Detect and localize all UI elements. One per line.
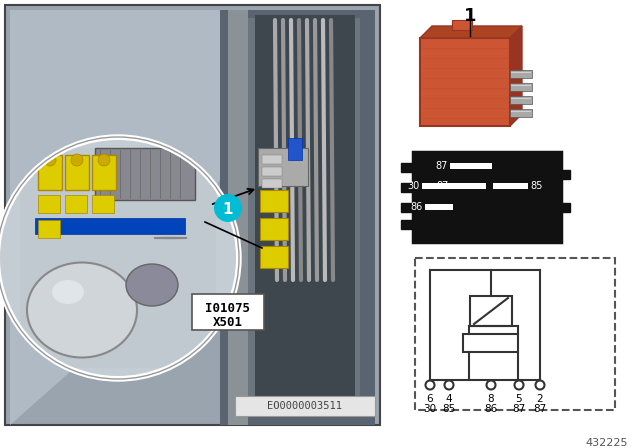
Bar xyxy=(452,20,472,30)
Bar xyxy=(401,163,415,172)
Bar xyxy=(510,96,532,104)
Text: X501: X501 xyxy=(213,316,243,329)
Bar xyxy=(463,334,518,352)
Text: 87: 87 xyxy=(533,404,547,414)
Bar xyxy=(510,109,532,117)
Text: 85: 85 xyxy=(442,404,456,414)
Text: 8: 8 xyxy=(488,394,494,404)
Circle shape xyxy=(486,380,495,389)
Polygon shape xyxy=(510,26,522,126)
Bar xyxy=(20,148,216,368)
Ellipse shape xyxy=(126,264,178,306)
Bar xyxy=(413,152,561,242)
Bar xyxy=(288,138,302,160)
Circle shape xyxy=(0,135,241,381)
Bar xyxy=(450,163,492,169)
Bar xyxy=(401,183,415,192)
Circle shape xyxy=(44,154,56,166)
Text: 87: 87 xyxy=(436,161,448,171)
Bar xyxy=(262,167,282,176)
Text: I01075: I01075 xyxy=(205,302,250,314)
Bar xyxy=(493,183,528,189)
Bar xyxy=(38,155,62,190)
Bar xyxy=(260,190,288,212)
Bar xyxy=(65,155,89,190)
Text: 432225: 432225 xyxy=(586,438,628,448)
Bar xyxy=(262,155,282,164)
Text: 86: 86 xyxy=(484,404,498,414)
Text: 30: 30 xyxy=(424,404,436,414)
Bar xyxy=(385,0,640,448)
Text: 85: 85 xyxy=(530,181,542,191)
Circle shape xyxy=(515,380,524,389)
Bar xyxy=(235,396,375,416)
Text: 1: 1 xyxy=(223,202,233,216)
Ellipse shape xyxy=(52,280,84,304)
Bar xyxy=(92,155,116,190)
Bar xyxy=(262,179,282,188)
Bar xyxy=(401,203,415,212)
Text: 87: 87 xyxy=(436,181,449,191)
Text: EO0000003511: EO0000003511 xyxy=(268,401,342,411)
Bar xyxy=(450,183,486,189)
Polygon shape xyxy=(420,26,522,38)
Text: 87: 87 xyxy=(513,404,525,414)
Circle shape xyxy=(71,154,83,166)
Circle shape xyxy=(426,380,435,389)
Bar xyxy=(258,148,308,186)
Circle shape xyxy=(0,140,236,376)
Text: 1: 1 xyxy=(464,7,476,25)
Ellipse shape xyxy=(27,263,137,358)
Bar xyxy=(415,258,615,410)
Text: 5: 5 xyxy=(516,394,522,404)
Bar xyxy=(260,218,288,240)
Bar xyxy=(5,5,380,425)
Bar xyxy=(510,70,532,78)
Polygon shape xyxy=(10,10,220,425)
Circle shape xyxy=(214,194,242,222)
Bar xyxy=(230,18,360,408)
Bar xyxy=(92,195,114,213)
Text: 6: 6 xyxy=(427,394,433,404)
Bar xyxy=(425,204,453,210)
Bar xyxy=(510,83,532,91)
Bar xyxy=(228,10,248,425)
Bar xyxy=(38,220,60,238)
Bar xyxy=(95,148,195,200)
Bar xyxy=(65,195,87,213)
Circle shape xyxy=(98,154,110,166)
Bar xyxy=(35,218,185,234)
Circle shape xyxy=(445,380,454,389)
Text: 30: 30 xyxy=(408,181,420,191)
Bar xyxy=(255,15,355,410)
Bar xyxy=(260,246,288,268)
Bar xyxy=(559,170,570,179)
Text: 86: 86 xyxy=(411,202,423,212)
Bar xyxy=(422,183,452,189)
Text: 4: 4 xyxy=(445,394,452,404)
Bar xyxy=(420,38,510,126)
Bar xyxy=(559,203,570,212)
Circle shape xyxy=(536,380,545,389)
Bar xyxy=(38,195,60,213)
Bar xyxy=(401,220,415,229)
Text: 2: 2 xyxy=(537,394,543,404)
Bar xyxy=(192,294,264,330)
Bar xyxy=(220,10,375,425)
Bar xyxy=(470,296,512,326)
